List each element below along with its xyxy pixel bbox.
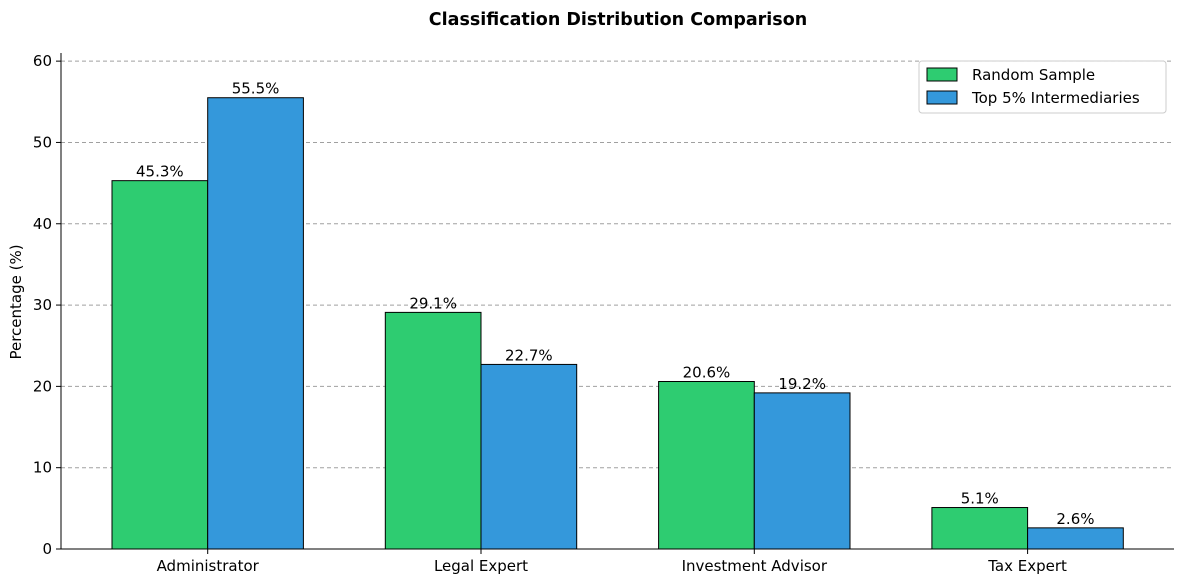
chart-title: Classification Distribution Comparison xyxy=(429,10,807,30)
legend-swatch xyxy=(926,67,958,82)
legend-swatch xyxy=(926,90,958,105)
y-tick-label: 10 xyxy=(33,459,52,477)
x-tick-label: Investment Advisor xyxy=(682,557,828,575)
data-label: 22.7% xyxy=(505,346,553,364)
legend-box xyxy=(918,60,1167,114)
y-tick-label: 60 xyxy=(33,52,52,70)
data-label: 20.6% xyxy=(683,363,731,381)
y-axis-ticks: 0 10 20 30 40 50 60 xyxy=(33,52,61,558)
data-label: 19.2% xyxy=(778,375,826,393)
bar xyxy=(753,392,851,550)
y-tick-label: 30 xyxy=(33,296,52,314)
data-labels: 45.3% 55.5% 29.1% 22.7% 20.6% 19.2% 5.1% 2.6% xyxy=(136,80,1094,528)
axes xyxy=(60,53,1174,550)
legend: Random Sample Top 5% Intermediaries xyxy=(918,60,1167,114)
y-tick-label: 50 xyxy=(33,133,52,151)
y-axis-label: Percentage (%) xyxy=(7,244,25,359)
data-label: 29.1% xyxy=(409,294,457,312)
bar xyxy=(384,311,482,550)
bar xyxy=(480,363,578,550)
y-tick-label: 0 xyxy=(42,540,52,558)
x-tick-label: Tax Expert xyxy=(987,557,1067,575)
bars xyxy=(111,97,1124,550)
x-axis-ticks: Administrator Legal Expert Investment Advi… xyxy=(157,549,1067,575)
bar xyxy=(111,180,209,550)
legend-label: Random Sample xyxy=(972,66,1095,84)
data-label: 55.5% xyxy=(232,80,280,98)
bar xyxy=(931,507,1029,550)
y-tick-label: 20 xyxy=(33,377,52,395)
x-tick-label: Administrator xyxy=(157,557,260,575)
data-label: 45.3% xyxy=(136,163,184,181)
y-tick-label: 40 xyxy=(33,215,52,233)
bar xyxy=(207,97,304,550)
x-tick-label: Legal Expert xyxy=(434,557,528,575)
data-label: 2.6% xyxy=(1056,510,1094,528)
bar xyxy=(658,380,755,550)
data-label: 5.1% xyxy=(961,490,999,508)
bar xyxy=(1027,527,1124,550)
legend-label: Top 5% Intermediaries xyxy=(971,89,1140,107)
